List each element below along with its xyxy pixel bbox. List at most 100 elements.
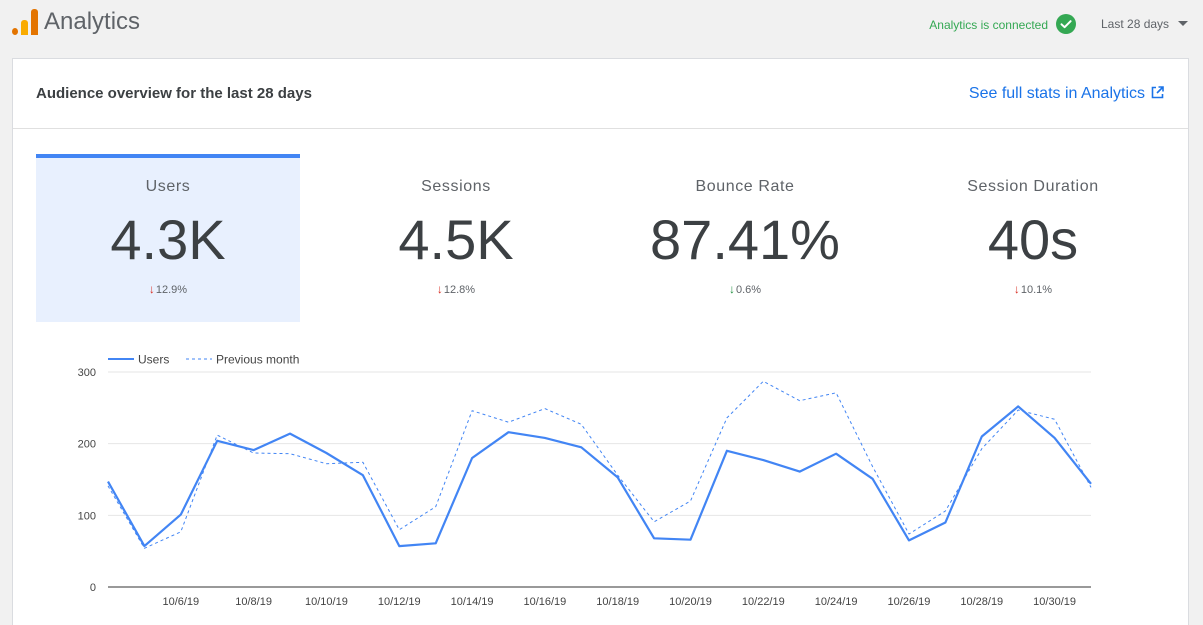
x-tick-label: 10/6/19 [162, 596, 199, 608]
users-data-point[interactable] [941, 519, 949, 527]
previous-month-data-point[interactable] [395, 526, 403, 534]
metric-change-value: 0.6% [735, 284, 762, 296]
x-tick-label: 10/8/19 [235, 596, 272, 608]
users-data-point[interactable] [832, 450, 840, 458]
metric-label: Session Duration [967, 178, 1099, 195]
previous-month-data-point[interactable] [432, 503, 440, 511]
previous-month-data-point[interactable] [177, 528, 185, 536]
users-data-point[interactable] [505, 428, 513, 436]
arrow-down-icon: ↓ [148, 282, 155, 296]
logo-bar-small [12, 28, 18, 35]
users-data-point[interactable] [1014, 402, 1022, 410]
metric-value: 40s [987, 208, 1079, 271]
x-tick-label: 10/18/19 [596, 596, 639, 608]
users-data-point[interactable] [250, 446, 258, 454]
y-tick-label: 100 [78, 510, 96, 522]
previous-month-data-point[interactable] [541, 405, 549, 413]
metric-change-value: 12.9% [155, 284, 188, 296]
card-header: Audience overview for the last 28 days S… [13, 59, 1188, 129]
previous-month-data-point[interactable] [286, 450, 294, 458]
metric-label: Bounce Rate [695, 178, 795, 195]
users-data-point[interactable] [978, 433, 986, 441]
arrow-down-icon: ↓ [436, 282, 443, 296]
date-range-dropdown[interactable]: Last 28 days [1101, 17, 1170, 31]
x-tick-label: 10/20/19 [669, 596, 712, 608]
users-data-point[interactable] [286, 430, 294, 438]
users-data-point[interactable] [468, 454, 476, 462]
x-tick-label: 10/22/19 [742, 596, 785, 608]
metric-change-value: 10.1% [1020, 284, 1053, 296]
users-data-point[interactable] [759, 456, 767, 464]
external-link-icon[interactable] [1151, 86, 1164, 99]
users-data-point[interactable] [541, 434, 549, 442]
previous-month-data-point[interactable] [505, 418, 513, 426]
users-data-point[interactable] [723, 447, 731, 455]
card-title: Audience overview for the last 28 days [36, 85, 312, 102]
metric-change: ↓0.6% [613, 282, 877, 297]
previous-month-data-point[interactable] [869, 463, 877, 471]
users-data-point[interactable] [650, 534, 658, 542]
previous-month-data-point[interactable] [322, 460, 330, 468]
users-data-point[interactable] [614, 473, 622, 481]
metric-tile-sessions[interactable]: Sessions 4.5K ↓12.8% [324, 154, 588, 322]
users-data-point[interactable] [395, 542, 403, 550]
metric-change: ↓10.1% [901, 282, 1165, 297]
full-stats-link-label[interactable]: See full stats in Analytics [968, 85, 1145, 102]
users-data-point[interactable] [869, 475, 877, 483]
users-data-point[interactable] [140, 542, 148, 550]
x-tick-label: 10/16/19 [523, 596, 566, 608]
x-tick-label: 10/30/19 [1033, 596, 1076, 608]
metric-label: Users [145, 178, 191, 195]
x-tick-label: 10/26/19 [888, 596, 931, 608]
users-data-point[interactable] [1051, 434, 1059, 442]
users-data-point[interactable] [905, 536, 913, 544]
previous-month-data-point[interactable] [723, 414, 731, 422]
users-data-point[interactable] [796, 468, 804, 476]
users-data-point[interactable] [213, 437, 221, 445]
users-data-point[interactable] [687, 536, 695, 544]
previous-month-data-point[interactable] [796, 397, 804, 405]
logo-bar-medium [21, 20, 28, 35]
users-data-point[interactable] [104, 478, 112, 486]
app-title: Analytics [44, 8, 141, 35]
metric-label: Sessions [421, 178, 491, 195]
logo-bar-tall [31, 9, 38, 35]
metric-value: 4.5K [398, 208, 514, 271]
x-tick-label: 10/14/19 [451, 596, 494, 608]
metric-change: ↓12.8% [324, 282, 588, 297]
metric-value: 87.41% [650, 208, 840, 271]
metric-change-value: 12.8% [443, 284, 476, 296]
metric-change: ↓12.9% [36, 282, 300, 297]
users-data-point[interactable] [322, 449, 330, 457]
users-data-point[interactable] [577, 443, 585, 451]
previous-month-data-point[interactable] [687, 497, 695, 505]
users-data-point[interactable] [432, 539, 440, 547]
previous-month-data-point[interactable] [359, 458, 367, 466]
previous-month-data-point[interactable] [759, 377, 767, 385]
y-tick-label: 200 [78, 439, 96, 451]
metric-tile-session-duration[interactable]: Session Duration 40s ↓10.1% [901, 154, 1165, 322]
x-tick-label: 10/12/19 [378, 596, 421, 608]
caret-down-icon[interactable] [1178, 21, 1188, 26]
users-series-line [107, 405, 1092, 548]
users-data-point[interactable] [359, 471, 367, 479]
previous-month-data-point[interactable] [577, 420, 585, 428]
arrow-down-icon: ↓ [728, 282, 735, 296]
check-circle-icon [1056, 14, 1076, 34]
audience-overview-card: Audience overview for the last 28 days S… [12, 58, 1189, 625]
users-data-point[interactable] [1087, 480, 1095, 488]
connection-status: Analytics is connected [929, 18, 1048, 32]
full-stats-link[interactable]: See full stats in Analytics [969, 84, 1164, 104]
analytics-logo-icon [12, 7, 38, 35]
x-tick-label: 10/24/19 [815, 596, 858, 608]
metric-tile-users[interactable]: Users 4.3K ↓12.9% [36, 154, 300, 322]
x-tick-label: 10/28/19 [960, 596, 1003, 608]
previous-month-data-point[interactable] [832, 389, 840, 397]
users-data-point[interactable] [177, 511, 185, 519]
metric-tile-bounce-rate[interactable]: Bounce Rate 87.41% ↓0.6% [613, 154, 877, 322]
previous-month-data-point[interactable] [650, 518, 658, 526]
previous-month-data-point[interactable] [468, 407, 476, 415]
previous-month-data-point[interactable] [1051, 415, 1059, 423]
x-tick-label: 10/10/19 [305, 596, 348, 608]
